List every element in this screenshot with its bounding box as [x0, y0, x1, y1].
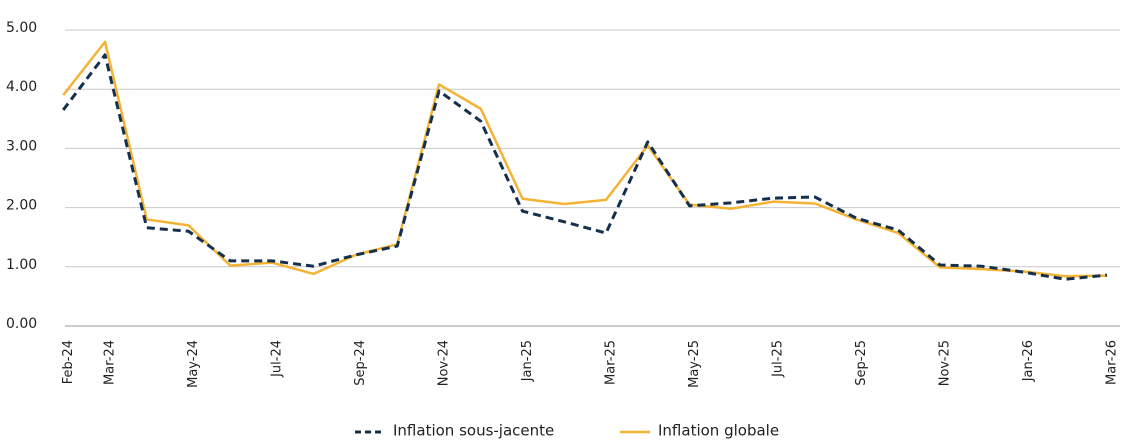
- series-line: [62, 53, 1108, 281]
- x-tick-label: Feb-24: [61, 340, 76, 384]
- series-line: [62, 40, 1108, 278]
- y-tick-label: 0.00: [6, 316, 37, 332]
- x-tick-label: Mar-26: [1105, 340, 1120, 385]
- x-tick-label: Nov-24: [437, 340, 452, 386]
- y-tick-label: 3.00: [6, 138, 37, 154]
- x-tick-label: Nov-25: [938, 340, 953, 386]
- y-tick-label: 1.00: [6, 257, 37, 273]
- x-tick-label: Sep-25: [854, 340, 869, 386]
- x-tick-label: May-25: [687, 340, 702, 388]
- y-tick-label: 4.00: [6, 79, 37, 95]
- x-tick-label: Sep-24: [353, 340, 368, 386]
- legend-label: Inflation globale: [658, 422, 779, 440]
- y-tick-label: 2.00: [6, 198, 37, 214]
- legend-label: Inflation sous-jacente: [393, 422, 554, 440]
- x-tick-label: May-24: [186, 340, 201, 388]
- x-tick-label: Jan-26: [1021, 340, 1036, 382]
- x-tick-label: Jan-25: [520, 340, 535, 382]
- x-tick-label: Mar-25: [604, 340, 619, 385]
- x-tick-label: Mar-24: [103, 340, 118, 385]
- x-tick-label: Jul-24: [270, 340, 285, 378]
- y-tick-label: 5.00: [6, 20, 37, 36]
- x-tick-label: Jul-25: [771, 340, 786, 378]
